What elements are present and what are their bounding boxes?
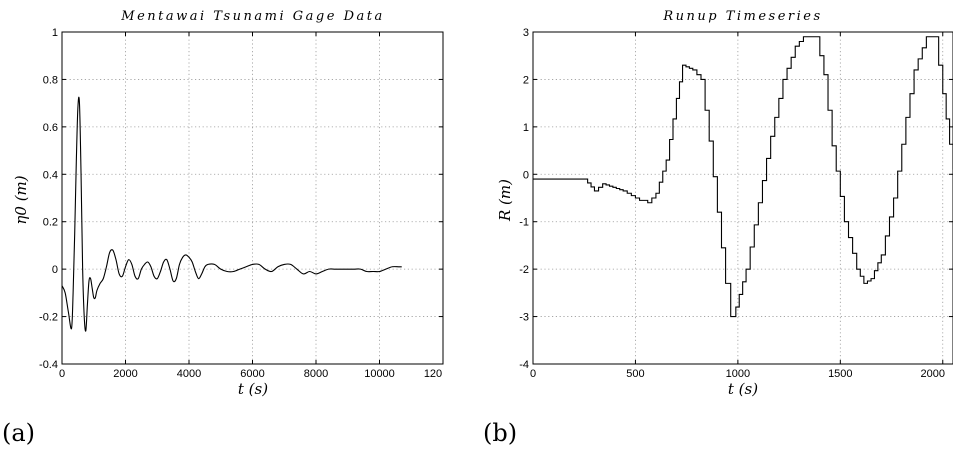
x-tick-label: 500: [626, 368, 644, 380]
chart-gage-data: Mentawai Tsunami Gage Data t (s) η0 (m) …: [12, 9, 444, 398]
x-tick-label: 120: [424, 368, 442, 380]
x-tick-label: 0: [59, 368, 65, 380]
x-axis-label: t (s): [238, 380, 268, 398]
x-axis-label: t (s): [728, 380, 758, 398]
y-tick-label: -0.4: [39, 359, 58, 371]
series-line: [533, 36, 953, 318]
panel-label-b: (b): [483, 419, 517, 447]
y-tick-label: 3: [523, 27, 529, 39]
y-axis-label: η0 (m): [12, 175, 30, 224]
chart-runup-timeseries: Runup Timeseries t (s) R (m) 0 500 1000 150…: [496, 9, 953, 398]
x-tick-label: 1500: [828, 368, 852, 380]
panel-label-a: (a): [2, 419, 35, 447]
series-line: [61, 96, 402, 332]
y-tick-label: 1: [52, 27, 58, 39]
y-tick-label: 0.2: [43, 217, 58, 229]
plot-frame: [532, 31, 953, 365]
x-tick-label: 0: [530, 368, 536, 380]
y-tick-label: 0.6: [43, 122, 58, 134]
chart-title: Mentawai Tsunami Gage Data: [120, 9, 384, 24]
x-tick-label: 6000: [240, 368, 264, 380]
y-tick-label: 0: [523, 169, 529, 181]
x-tick-label: 4000: [177, 368, 201, 380]
y-axis-label: R (m): [496, 179, 514, 222]
x-tick-label: 1000: [726, 368, 750, 380]
grid-lines: [62, 32, 443, 364]
y-tick-label: -3: [519, 312, 529, 324]
plot-frame: [61, 31, 444, 365]
y-tick-label: -1: [519, 217, 529, 229]
y-tick-label: -0.2: [39, 312, 58, 324]
y-tick-label: 0: [52, 264, 58, 276]
y-tick-label: -4: [519, 359, 529, 371]
y-tick-label: 0.4: [43, 169, 58, 181]
y-tick-label: 1: [523, 122, 529, 134]
grid-lines: [533, 32, 953, 364]
tick-labels: 0 2000 4000 6000 8000 10000 120 -0.4 -0.2 0 0.2 0.4…: [39, 27, 444, 380]
x-tick-label: 10000: [364, 368, 395, 380]
y-tick-label: 0.8: [43, 74, 58, 86]
y-tick-label: -2: [519, 264, 529, 276]
x-tick-label: 8000: [304, 368, 328, 380]
chart-title: Runup Timeseries: [662, 9, 822, 24]
series-lines: [61, 96, 402, 332]
x-tick-label: 2000: [113, 368, 137, 380]
x-tick-label: 2000: [921, 368, 945, 380]
tick-labels: 0 500 1000 1500 2000 -4 -3 -2 -1 0 1 2 3: [519, 27, 953, 380]
series-lines: [533, 36, 953, 318]
y-tick-label: 2: [523, 74, 529, 86]
